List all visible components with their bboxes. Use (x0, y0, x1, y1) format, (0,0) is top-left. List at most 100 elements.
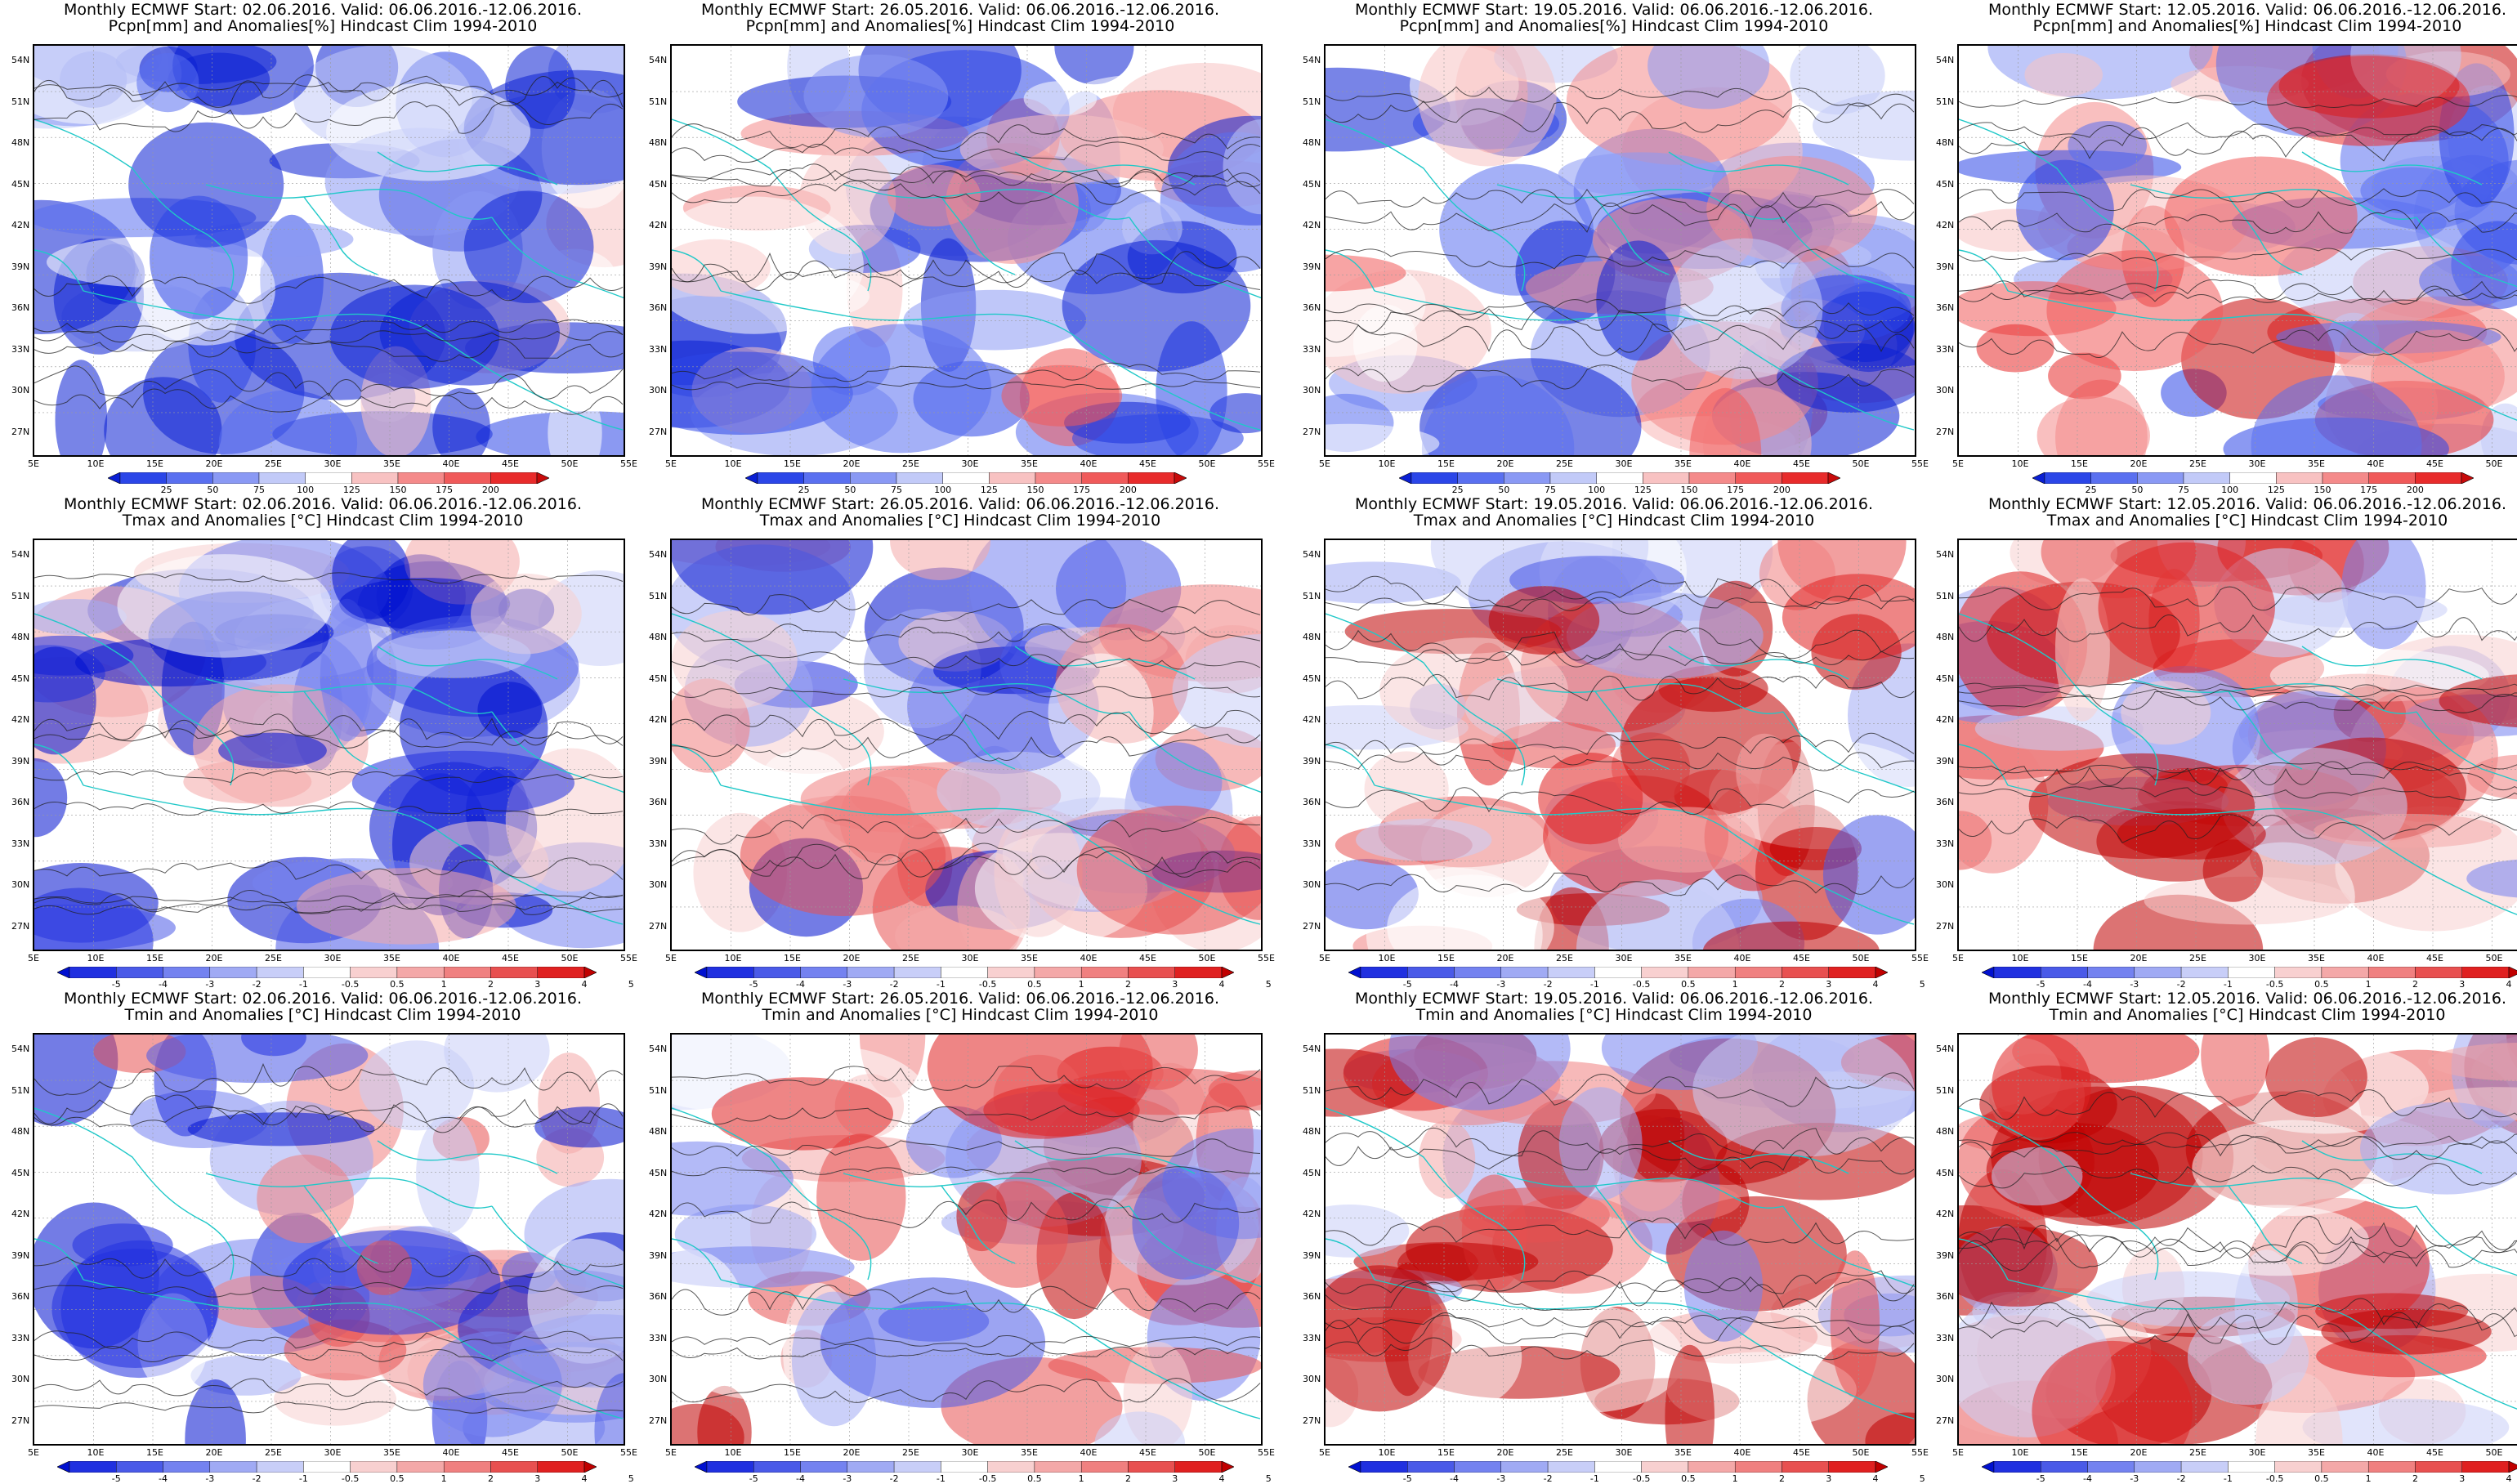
colorbar-swatch (1875, 967, 1888, 978)
lat-tick-label: 33N (649, 1334, 667, 1343)
lat-tick-label: 36N (1936, 1292, 1954, 1301)
lon-tick-label: 50E (1853, 459, 1870, 468)
map-panel-9: Monthly ECMWF Start: 02.06.2016. Valid: … (8, 990, 637, 1481)
colorbar (745, 472, 1187, 484)
colorbar-label: 0.5 (2314, 980, 2329, 989)
colorbar-label: -5 (1403, 1474, 1412, 1483)
anomaly-patch (840, 776, 913, 862)
colorbar-label: 50 (844, 485, 856, 494)
map-panel-10: Monthly ECMWF Start: 26.05.2016. Valid: … (646, 990, 1275, 1481)
colorbar-swatch (1399, 472, 1411, 484)
colorbar-label: 2 (488, 1474, 494, 1483)
anomaly-patch (360, 1040, 475, 1130)
lat-tick-label: 36N (649, 303, 667, 312)
anomaly-patch (2267, 56, 2470, 146)
lat-tick-label: 51N (1303, 97, 1321, 106)
colorbar-label: -4 (1450, 1474, 1459, 1483)
colorbar-swatch (57, 967, 69, 978)
lat-tick-label: 33N (11, 839, 29, 848)
colorbar-label: 3 (1826, 980, 1831, 989)
lat-tick-label: 42N (1303, 715, 1321, 724)
panel-title: Monthly ECMWF Start: 12.05.2016. Valid: … (1933, 2, 2517, 18)
lon-tick-label: 40E (1080, 459, 1098, 468)
lon-tick-label: 15E (146, 1448, 163, 1457)
lat-tick-label: 27N (11, 922, 29, 931)
colorbar-label: -0.5 (1633, 980, 1650, 989)
lon-tick-label: 5E (1319, 459, 1330, 468)
lat-tick-label: 54N (649, 550, 667, 559)
lon-tick-label: 35E (383, 459, 400, 468)
colorbar-label: 4 (582, 980, 588, 989)
anomaly-patch (2265, 1037, 2367, 1117)
lon-tick-label: 5E (28, 1448, 39, 1457)
colorbar-swatch (1128, 967, 1174, 978)
map-panel-2: Monthly ECMWF Start: 26.05.2016. Valid: … (646, 2, 1275, 492)
colorbar-swatch (490, 472, 537, 484)
colorbar-label: 2 (2412, 1474, 2418, 1483)
lon-tick-label: 40E (1734, 954, 1751, 963)
lat-tick-label: 42N (649, 715, 667, 724)
lon-tick-label: 45E (1139, 954, 1156, 963)
colorbar (57, 967, 597, 978)
map-plot-area (1324, 44, 1916, 457)
colorbar-swatch (303, 967, 350, 978)
colorbar-swatch (210, 967, 257, 978)
colorbar-swatch (2368, 967, 2415, 978)
colorbar-swatch (69, 967, 116, 978)
lat-tick-label: 45N (1303, 674, 1321, 683)
colorbar-label: 150 (2314, 485, 2331, 494)
anomaly-field (34, 540, 625, 951)
lat-tick-label: 36N (1303, 1292, 1321, 1301)
colorbar-swatch (850, 472, 896, 484)
panel-subtitle: Tmin and Anomalies [°C] Hindcast Clim 19… (1299, 1007, 1929, 1023)
lon-tick-label: 15E (2071, 954, 2088, 963)
lat-tick-label: 48N (1303, 138, 1321, 147)
lat-tick-label: 54N (11, 56, 29, 65)
lat-tick-label: 45N (649, 1169, 667, 1178)
panel-title: Monthly ECMWF Start: 02.06.2016. Valid: … (8, 990, 637, 1007)
lon-tick-label: 55E (1911, 459, 1929, 468)
lat-tick-label: 54N (1303, 56, 1321, 65)
anomaly-patch (357, 1240, 412, 1295)
colorbar-swatch (989, 472, 1035, 484)
colorbar-swatch (1689, 472, 1736, 484)
colorbar-label: -1 (937, 1474, 946, 1483)
colorbar-swatch (1222, 967, 1234, 978)
lon-tick-label: 25E (265, 954, 282, 963)
panel-title: Monthly ECMWF Start: 26.05.2016. Valid: … (646, 2, 1275, 18)
lat-tick-label: 30N (1936, 1374, 1954, 1383)
colorbar-label: 2 (1779, 1474, 1785, 1483)
anomaly-field (1326, 540, 1916, 951)
lon-tick-label: 35E (2308, 1448, 2325, 1457)
colorbar-swatch (2184, 472, 2230, 484)
map-plot-area (1957, 539, 2517, 951)
lon-tick-label: 40E (2367, 459, 2385, 468)
colorbar-label: -4 (2083, 980, 2092, 989)
lon-tick-label: 30E (962, 459, 979, 468)
lat-tick-label: 33N (1936, 1334, 1954, 1343)
lon-tick-label: 20E (206, 1448, 223, 1457)
colorbar-label: 3 (2459, 980, 2465, 989)
map-panel-7: Monthly ECMWF Start: 19.05.2016. Valid: … (1299, 496, 1929, 986)
panel-title: Monthly ECMWF Start: 02.06.2016. Valid: … (8, 496, 637, 512)
lon-tick-label: 45E (1139, 1448, 1156, 1457)
colorbar-swatch (2415, 967, 2461, 978)
colorbar-swatch (1504, 472, 1550, 484)
colorbar-swatch (2091, 472, 2138, 484)
lon-tick-label: 20E (1497, 954, 1514, 963)
lat-tick-label: 36N (11, 1292, 29, 1301)
colorbar-label: 1 (1732, 1474, 1738, 1483)
anomaly-patch (423, 1331, 562, 1437)
colorbar-label: 25 (2086, 485, 2097, 494)
lat-tick-label: 30N (649, 1374, 667, 1383)
lat-tick-label: 54N (1936, 550, 1954, 559)
anomaly-field (672, 1035, 1263, 1446)
lon-tick-label: 50E (1199, 1448, 1216, 1457)
colorbar-label: -5 (1403, 980, 1412, 989)
lat-tick-label: 48N (1936, 138, 1954, 147)
lon-tick-label: 20E (1497, 1448, 1514, 1457)
colorbar-label: -1 (2224, 980, 2233, 989)
colorbar-label: 1 (1732, 980, 1738, 989)
colorbar-swatch (2369, 472, 2416, 484)
lon-tick-label: 5E (665, 954, 677, 963)
